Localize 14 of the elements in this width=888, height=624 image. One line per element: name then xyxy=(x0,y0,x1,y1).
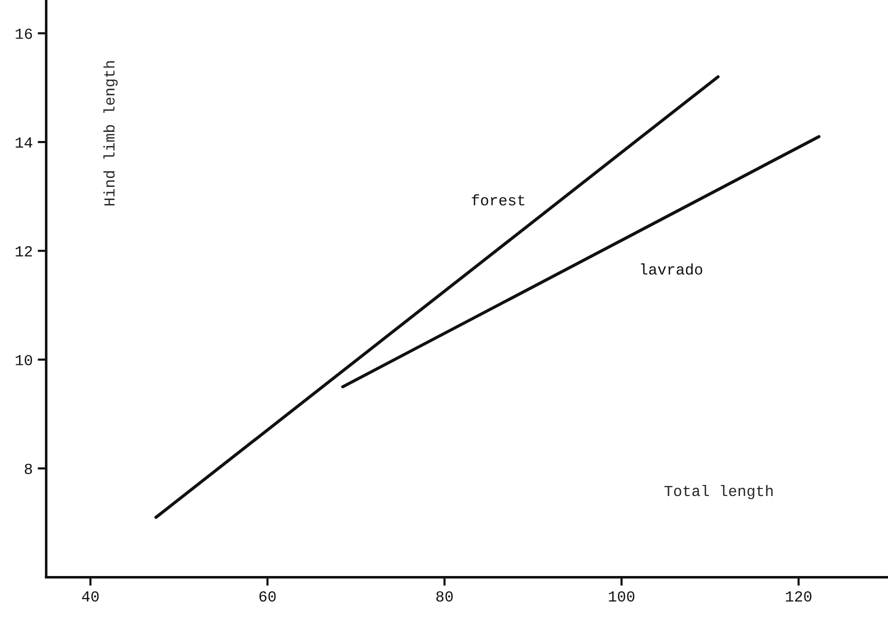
y-tick-label: 16 xyxy=(16,28,32,39)
x-tick-label: 100 xyxy=(608,591,634,602)
y-tick-label: 14 xyxy=(16,138,32,148)
x-tick-label: 120 xyxy=(786,591,812,602)
x-tick-label: 80 xyxy=(436,591,453,602)
y-tick-label: 8 xyxy=(24,464,32,474)
y-axis-title: Hind limb length xyxy=(103,61,118,206)
x-axis-title: Total length xyxy=(664,484,773,500)
series-label: forest xyxy=(472,194,524,206)
y-tick-label: 12 xyxy=(16,246,32,256)
y-tick-label: 10 xyxy=(16,354,32,366)
x-tick-label: 40 xyxy=(82,591,99,602)
series-label: lavrado xyxy=(641,263,702,275)
x-tick-label: 60 xyxy=(259,591,276,602)
